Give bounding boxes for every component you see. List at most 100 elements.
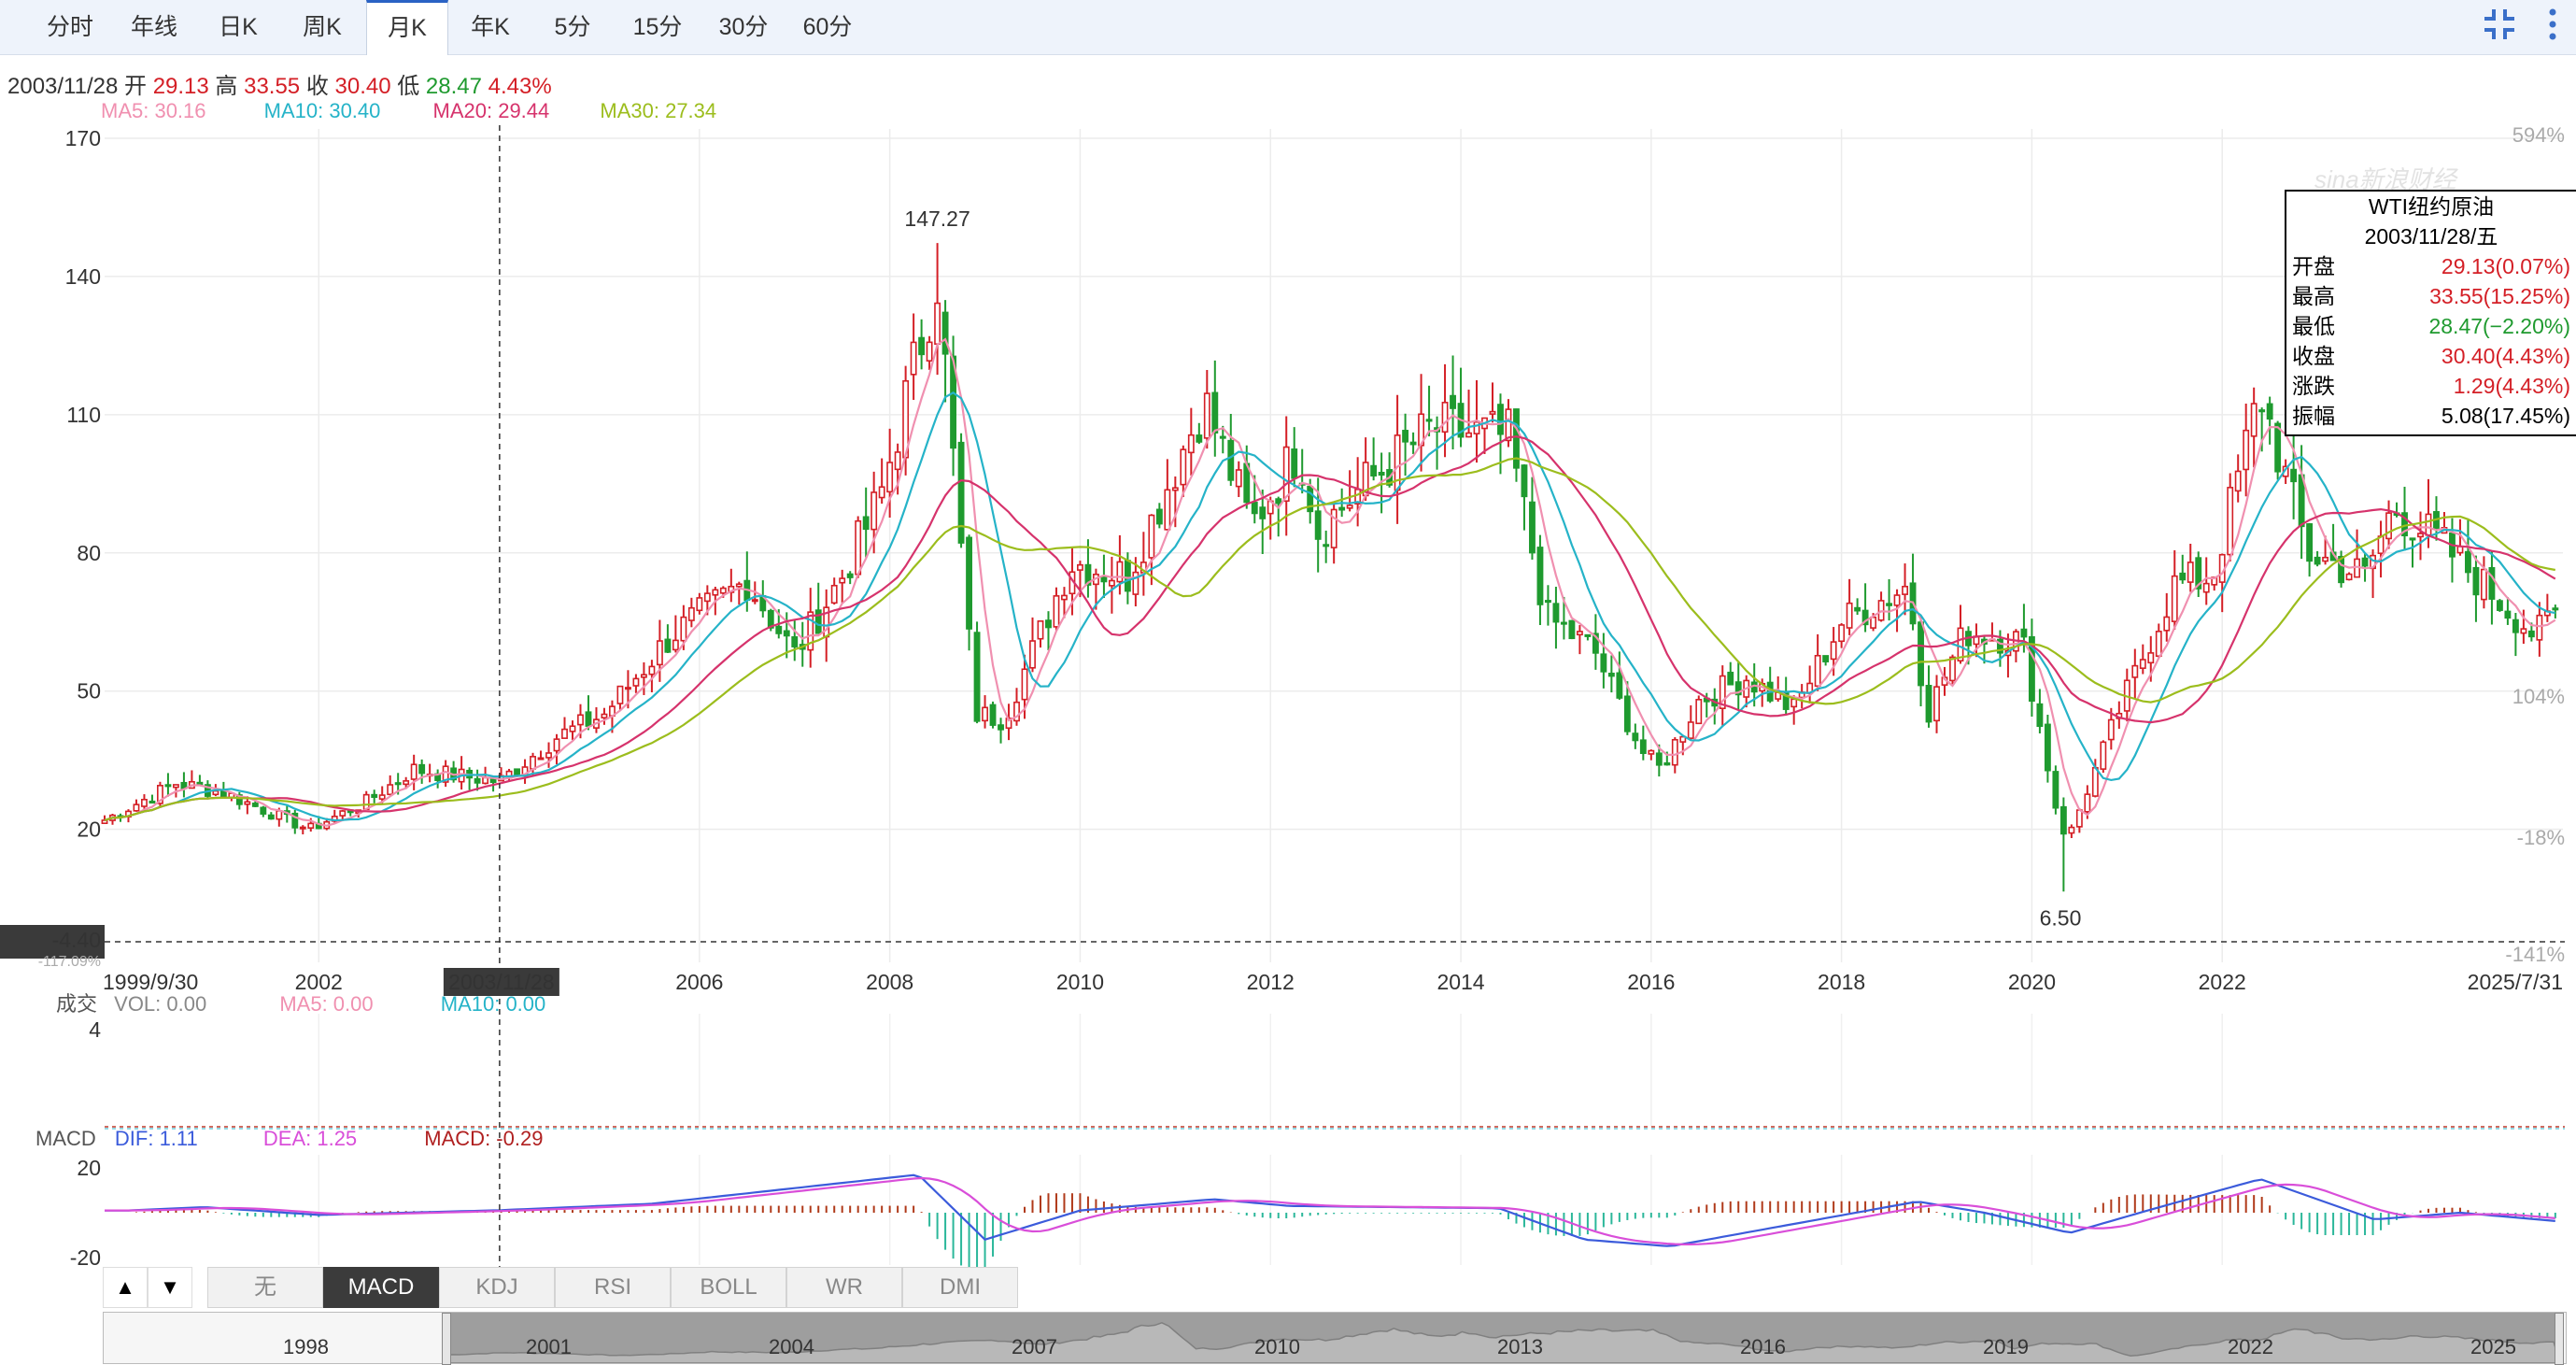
tab-weekly-k[interactable]: 周K bbox=[303, 14, 342, 40]
candle-body bbox=[1782, 692, 1790, 710]
candle bbox=[1822, 655, 1830, 666]
candle bbox=[973, 621, 981, 724]
candle-body bbox=[1552, 603, 1560, 623]
candle-body bbox=[1861, 609, 1869, 626]
more-vertical-icon[interactable] bbox=[2539, 6, 2567, 43]
high-value: 33.55 bbox=[244, 74, 301, 99]
scroll-up-button[interactable]: ▲ bbox=[103, 1267, 148, 1308]
candle bbox=[1997, 630, 2003, 667]
navigator-left-handle[interactable] bbox=[442, 1313, 451, 1365]
navigator-right-handle[interactable] bbox=[2555, 1313, 2564, 1365]
navigator-year: 2016 bbox=[1740, 1335, 1786, 1358]
tab-5min[interactable]: 5分 bbox=[554, 14, 591, 40]
candle-body bbox=[807, 611, 814, 651]
candle-body bbox=[1822, 655, 1830, 662]
candle bbox=[1259, 489, 1267, 555]
candle-body bbox=[656, 640, 663, 666]
candle-body bbox=[133, 803, 140, 812]
candle bbox=[1616, 651, 1623, 700]
indicator-kdj-button[interactable]: KDJ bbox=[439, 1267, 555, 1308]
candle bbox=[2306, 522, 2314, 577]
candle bbox=[2496, 599, 2503, 612]
candle bbox=[1084, 539, 1092, 598]
volume-legend-row: 成交 VOL: 0.00 MA5: 0.00 MA10: 0.00 bbox=[56, 988, 545, 1017]
ohlc-info-row: 2003/11/28 开 29.13 高 33.55 收 30.40 低 28.… bbox=[7, 67, 552, 100]
candle-body bbox=[1219, 435, 1226, 439]
macd-dea: DEA: 1.25 bbox=[262, 1127, 358, 1150]
macd-value: MACD: -0.29 bbox=[424, 1127, 544, 1150]
candle-body bbox=[1227, 439, 1235, 481]
candle bbox=[2234, 454, 2242, 503]
candle bbox=[1623, 681, 1631, 735]
tab-fenshi[interactable]: 分时 bbox=[46, 14, 93, 40]
candle-body bbox=[775, 625, 783, 634]
ma20-legend: MA20: 29.44 bbox=[432, 99, 550, 122]
indicator-wr-button[interactable]: WR bbox=[786, 1267, 902, 1308]
tab-daily-k[interactable]: 日K bbox=[219, 14, 258, 40]
candle-body bbox=[2361, 557, 2369, 567]
close-label: 收 bbox=[305, 74, 329, 99]
candle-body bbox=[1323, 544, 1330, 547]
candle bbox=[1806, 665, 1814, 704]
candle bbox=[1053, 587, 1060, 632]
candle bbox=[2504, 597, 2512, 625]
tab-30min[interactable]: 30分 bbox=[718, 14, 769, 40]
candle bbox=[299, 825, 306, 835]
tab-monthly-k[interactable]: 月K bbox=[366, 0, 448, 55]
candle bbox=[1029, 617, 1036, 673]
candle bbox=[2377, 520, 2385, 578]
tab-15min[interactable]: 15分 bbox=[632, 14, 683, 40]
tab-nianxian[interactable]: 年线 bbox=[130, 14, 177, 40]
navigator-year: 2022 bbox=[2228, 1335, 2273, 1358]
candle bbox=[1854, 598, 1861, 616]
scroll-down-button[interactable]: ▼ bbox=[148, 1267, 192, 1308]
right-pct-label: -18% bbox=[2517, 826, 2565, 849]
candle-body bbox=[1545, 600, 1551, 604]
tab-yearly-k[interactable]: 年K bbox=[471, 14, 510, 40]
candle-body bbox=[2139, 659, 2146, 669]
candle-body bbox=[855, 519, 862, 576]
tooltip-label: 最高 bbox=[2292, 284, 2335, 308]
indicator-none-button[interactable]: 无 bbox=[207, 1267, 323, 1308]
candle bbox=[957, 433, 965, 548]
tab-60min[interactable]: 60分 bbox=[802, 14, 853, 40]
candle bbox=[982, 695, 988, 729]
tooltip-label: 收盘 bbox=[2292, 344, 2335, 368]
candle bbox=[783, 612, 790, 659]
indicator-rsi-button[interactable]: RSI bbox=[555, 1267, 671, 1308]
candle-body bbox=[839, 577, 846, 584]
ma5-legend: MA5: 30.16 bbox=[101, 99, 206, 122]
collapse-icon[interactable] bbox=[2481, 6, 2518, 43]
candle-body bbox=[2084, 793, 2091, 813]
macd-axis-bottom: -20 bbox=[70, 1245, 101, 1270]
time-navigator[interactable]: 1998 2001 2004 2007 2010 2013 2016 2019 … bbox=[103, 1312, 2567, 1365]
candle-body bbox=[2131, 664, 2139, 678]
navigator-year: 2013 bbox=[1497, 1335, 1543, 1358]
candle bbox=[1902, 563, 1908, 616]
navigator-selection-window[interactable] bbox=[446, 1313, 2560, 1363]
candle-body bbox=[791, 636, 799, 647]
candle bbox=[2179, 554, 2187, 584]
candle bbox=[157, 781, 163, 808]
candle-body bbox=[1592, 633, 1599, 654]
candle-body bbox=[1949, 656, 1956, 682]
candle-body bbox=[418, 763, 426, 775]
candle-body bbox=[1870, 616, 1877, 629]
volume-ma10: MA10: 0.00 bbox=[440, 992, 546, 1016]
indicator-boll-button[interactable]: BOLL bbox=[671, 1267, 786, 1308]
candle-body bbox=[2290, 468, 2298, 483]
candle-body bbox=[1997, 638, 2003, 654]
candle-body bbox=[982, 706, 988, 722]
indicator-dmi-button[interactable]: DMI bbox=[902, 1267, 1018, 1308]
candle-body bbox=[1568, 619, 1576, 640]
candle-body bbox=[735, 583, 743, 588]
candle bbox=[204, 780, 211, 800]
indicator-macd-button[interactable]: MACD bbox=[323, 1267, 439, 1308]
candle-body bbox=[2401, 512, 2408, 537]
candle bbox=[1235, 461, 1242, 498]
candle bbox=[1719, 665, 1726, 726]
candle-body bbox=[2250, 403, 2258, 437]
candle bbox=[514, 768, 520, 775]
candle-body bbox=[2100, 741, 2107, 770]
